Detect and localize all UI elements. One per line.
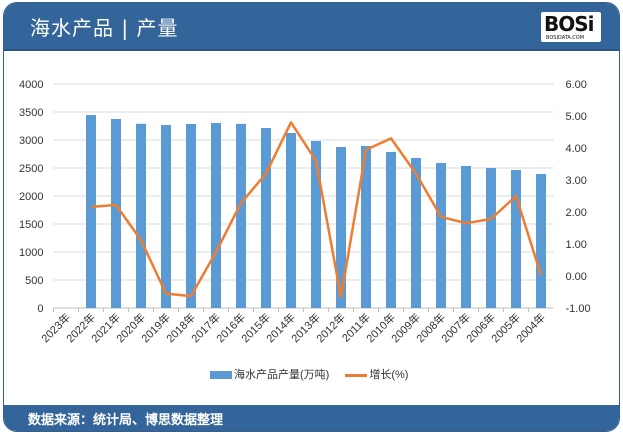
bar-2012年 (336, 147, 346, 308)
bar-2014年 (286, 133, 296, 308)
bar-2018年 (186, 123, 196, 308)
bar-2007年 (461, 165, 471, 308)
legend-line-swatch (345, 373, 368, 377)
legend-bar-swatch (210, 371, 232, 380)
y-left-tick-label: 3000 (19, 135, 43, 147)
data-source: 数据来源：统计局、博思数据整理 (28, 413, 224, 428)
legend-item-growth: 增长(%) (345, 366, 408, 382)
page-title: 海水产品 | 产量 (30, 16, 179, 40)
y-left-tick-label: 500 (25, 275, 43, 287)
bar-2011年 (361, 145, 371, 308)
y-right-tick-label: 5.00 (566, 111, 587, 123)
y-left-tick-label: 1500 (19, 219, 43, 231)
bar-2016年 (236, 123, 246, 308)
y-right-tick-label: 1.00 (566, 239, 587, 251)
legend-label: 海水产品产量(万吨) (234, 369, 330, 381)
bar-2004年 (536, 173, 546, 308)
bar-2008年 (436, 163, 446, 308)
legend-label: 增长(%) (369, 369, 409, 381)
y-right-tick-label: 2.00 (566, 207, 587, 219)
y-left-tick-label: 2000 (19, 191, 43, 203)
y-left-tick-label: 0 (37, 303, 43, 315)
y-left-tick-label: 4000 (19, 79, 43, 91)
y-right-tick-label: 3.00 (566, 175, 587, 187)
bar-2019年 (161, 124, 171, 308)
y-right-tick-label: -1.00 (566, 303, 591, 315)
bar-2013年 (311, 141, 321, 308)
legend: 海水产品产量(万吨) 增长(%) (210, 366, 408, 382)
bar-2006年 (486, 168, 496, 308)
bar-2009年 (411, 157, 421, 308)
y-right-tick-label: 4.00 (566, 143, 587, 155)
y-left-tick-label: 2500 (19, 163, 43, 175)
y-left-tick-label: 3500 (19, 107, 43, 119)
footer-bar: 数据来源：统计局、博思数据整理 (4, 405, 619, 431)
bosi-logo: BOSi BOSIDATA.COM (541, 12, 601, 42)
bar-2010年 (386, 151, 396, 308)
y-right-tick-label: 0.00 (566, 271, 587, 283)
bar-2017年 (211, 122, 221, 308)
bar-2021年 (111, 119, 121, 308)
legend-item-production: 海水产品产量(万吨) (210, 366, 329, 382)
bar-2015年 (261, 128, 271, 308)
bar-2022年 (86, 115, 96, 308)
y-left-tick-label: 1000 (19, 247, 43, 259)
header-bar: 海水产品 | 产量 BOSi BOSIDATA.COM (4, 3, 619, 51)
bar-2020年 (136, 123, 146, 308)
bar-2005年 (511, 170, 521, 308)
y-right-tick-label: 6.00 (566, 79, 587, 91)
